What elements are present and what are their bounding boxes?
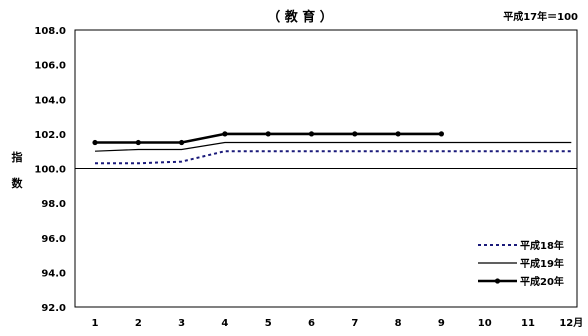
legend-label: 平成20年 bbox=[520, 275, 564, 288]
legend-item: 平成19年 bbox=[478, 257, 564, 270]
data-point bbox=[395, 131, 401, 137]
y-tick-label: 100.0 bbox=[34, 165, 66, 176]
legend-label: 平成18年 bbox=[520, 239, 564, 252]
data-point bbox=[222, 131, 228, 137]
base-year-note: 平成17年＝100 bbox=[503, 10, 578, 23]
x-tick-label: 11 bbox=[521, 318, 535, 329]
legend-label: 平成19年 bbox=[520, 257, 564, 270]
data-point bbox=[135, 139, 141, 146]
data-point bbox=[352, 131, 358, 137]
y-axis-title-char: 指 bbox=[12, 150, 23, 164]
y-tick-label: 102.0 bbox=[34, 130, 66, 141]
x-tick-label: 2 bbox=[135, 318, 142, 329]
x-tick-label: 5 bbox=[265, 318, 272, 329]
x-tick-label: 1 bbox=[92, 318, 99, 329]
x-tick-label: 3 bbox=[178, 318, 185, 329]
y-tick-label: 104.0 bbox=[34, 95, 66, 106]
y-tick-label: 108.0 bbox=[34, 26, 66, 37]
legend-item: 平成18年 bbox=[478, 239, 564, 252]
x-axis-ticks: 1 2 3 4 5 6 7 8 9 10 11 12月 bbox=[92, 317, 584, 329]
series-1 bbox=[95, 150, 572, 165]
x-tick-label: 4 bbox=[221, 318, 228, 329]
x-tick-label: 10 bbox=[478, 318, 492, 329]
series-line bbox=[95, 150, 572, 165]
x-tick-label: 12月 bbox=[559, 317, 583, 329]
data-point bbox=[308, 131, 315, 137]
series-2 bbox=[94, 141, 572, 152]
x-tick-label: 9 bbox=[438, 318, 445, 329]
series-3 bbox=[92, 131, 444, 146]
x-tick-label: 8 bbox=[395, 318, 402, 329]
y-axis-title: 指数 bbox=[12, 150, 24, 190]
y-tick-label: 106.0 bbox=[34, 61, 66, 72]
y-tick-label: 96.0 bbox=[41, 234, 66, 245]
series-layer bbox=[92, 131, 572, 165]
legend-marker bbox=[494, 278, 501, 284]
y-tick-label: 98.0 bbox=[41, 199, 66, 210]
chart-title: （ 教 育 ） bbox=[267, 9, 333, 25]
x-tick-label: 6 bbox=[308, 318, 315, 329]
y-axis-ticks: 108.0 106.0 104.0 102.0 100.0 98.0 96.0 94.0 92.… bbox=[34, 26, 66, 314]
data-point bbox=[438, 131, 444, 137]
series-line bbox=[94, 141, 572, 152]
legend-item: 平成20年 bbox=[478, 275, 564, 288]
data-point bbox=[265, 131, 271, 137]
data-point bbox=[92, 139, 98, 146]
x-tick-label: 7 bbox=[351, 318, 358, 329]
y-tick-label: 92.0 bbox=[41, 303, 66, 314]
data-point bbox=[179, 139, 185, 146]
y-axis-title-char: 数 bbox=[12, 176, 24, 190]
y-tick-label: 94.0 bbox=[41, 268, 66, 279]
